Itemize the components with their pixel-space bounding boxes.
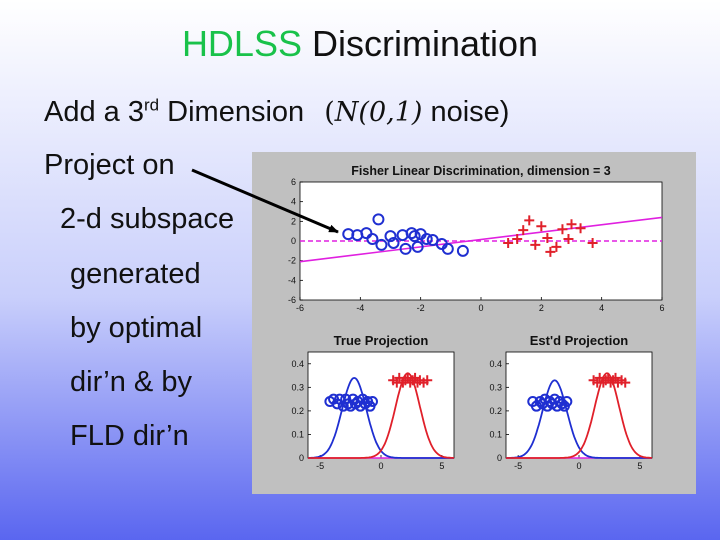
x-tick-label: -2	[417, 303, 425, 313]
y-tick-label: 0.4	[291, 359, 304, 369]
y-tick-label: 0	[291, 236, 296, 246]
class2-point	[587, 237, 598, 248]
text-fld-dirn: FLD dir’n	[70, 420, 189, 452]
y-tick-label: 0.1	[291, 429, 304, 439]
y-tick-label: 0.1	[489, 429, 502, 439]
class1-point	[384, 230, 397, 243]
chart-title-2: True Projection	[334, 333, 429, 348]
class2-point	[542, 233, 553, 244]
text-subspace: 2-d subspace	[60, 203, 235, 235]
text-generated: generated	[70, 258, 201, 290]
noise-formula-text: N(0,1)	[334, 97, 423, 128]
fld-direction-line	[299, 216, 663, 263]
x-tick-label: 2	[539, 303, 544, 313]
class2-point	[551, 241, 562, 252]
y-tick-label: 4	[291, 197, 296, 207]
class2-point	[530, 239, 541, 250]
y-tick-label: 0.3	[489, 382, 502, 392]
bullet-project-on: Project on	[44, 149, 175, 181]
class2-projected-point	[422, 375, 433, 386]
x-tick-label: -5	[514, 461, 522, 471]
class1-point	[399, 242, 412, 255]
y-tick-label: -2	[288, 256, 296, 266]
class1-projected-point	[366, 395, 378, 407]
text-by-optimal: by optimal	[70, 312, 203, 344]
noise-formula: (N(0,1)	[324, 97, 423, 128]
x-tick-label: 5	[439, 461, 444, 471]
class2-point	[512, 234, 523, 245]
class1-point	[441, 242, 454, 255]
y-tick-label: 0.2	[291, 406, 304, 416]
chart-title-1: Fisher Linear Discrimination, dimension …	[351, 164, 610, 178]
class2-point	[524, 215, 535, 226]
class2-point	[503, 237, 514, 248]
class2-point	[563, 234, 574, 245]
class1-density-curve	[506, 379, 652, 459]
x-tick-label: -5	[316, 461, 324, 471]
line1-superscript: rd	[143, 95, 160, 115]
line1-post: Dimension	[159, 96, 305, 128]
class2-density-curve	[308, 372, 454, 459]
figure-panel: Fisher Linear Discrimination, dimension …	[252, 152, 696, 494]
matlab-figure: Fisher Linear Discrimination, dimension …	[288, 164, 665, 471]
y-tick-label: -6	[288, 295, 296, 305]
y-tick-label: 0.4	[489, 359, 502, 369]
y-tick-label: 0	[497, 453, 502, 463]
class2-point	[518, 225, 529, 236]
y-tick-label: 6	[291, 177, 296, 187]
class1-point	[408, 230, 421, 243]
class1-projected-point	[561, 395, 573, 407]
title-hdlss: HDLSS	[181, 23, 302, 64]
y-tick-label: 2	[291, 216, 296, 226]
x-tick-label: 0	[378, 461, 383, 471]
x-tick-label: -4	[356, 303, 364, 313]
class1-point	[366, 233, 379, 246]
text-dirn-and-by: dir’n & by	[70, 366, 192, 398]
x-tick-label: 5	[637, 461, 642, 471]
x-tick-label: 0	[576, 461, 581, 471]
class2-density-curve	[506, 372, 652, 459]
title-discrimination: Discrimination	[312, 23, 539, 64]
x-tick-label: 6	[659, 303, 664, 313]
chart-title-3: Est'd Projection	[530, 333, 628, 348]
pointer-arrow	[191, 168, 339, 234]
slide-title: HDLSS Discrimination	[0, 22, 720, 66]
class2-point	[557, 224, 568, 235]
class2-projected-point	[620, 377, 631, 388]
line1-pre: Add a 3	[44, 96, 144, 128]
x-tick-label: -6	[296, 303, 304, 313]
y-tick-label: 0	[299, 453, 304, 463]
bullet-add-dimension: Add a 3rd Dimension (N(0,1) noise)	[44, 95, 509, 130]
class1-point	[375, 238, 388, 251]
y-tick-label: -4	[288, 275, 296, 285]
class1-point	[456, 244, 469, 257]
class1-point	[372, 213, 385, 226]
y-tick-label: 0.2	[489, 406, 502, 416]
line1-end: noise)	[422, 96, 510, 128]
class1-point	[420, 233, 433, 246]
class1-point	[387, 236, 400, 249]
class2-point	[575, 223, 586, 234]
class2-point	[545, 246, 556, 257]
y-tick-label: 0.3	[291, 382, 304, 392]
x-tick-label: 4	[599, 303, 604, 313]
x-tick-label: 0	[478, 303, 483, 313]
class1-point	[411, 240, 424, 253]
class2-point	[566, 219, 577, 230]
class2-point	[536, 221, 547, 232]
